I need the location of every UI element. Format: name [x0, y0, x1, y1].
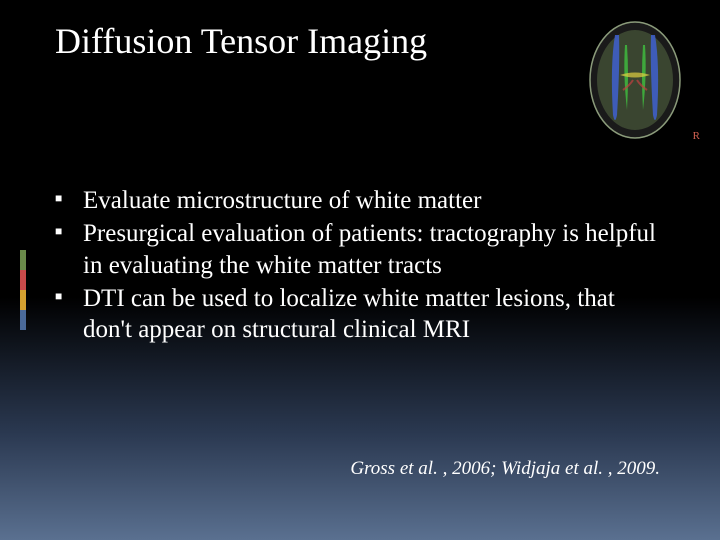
brain-tractography-icon — [575, 5, 695, 145]
bullet-item: DTI can be used to localize white matter… — [55, 283, 665, 346]
dti-brain-image — [575, 5, 695, 145]
accent-stripe — [20, 290, 26, 310]
bullet-item: Evaluate microstructure of white matter — [55, 185, 665, 216]
orientation-label-r: R — [693, 130, 700, 142]
citation-text: Gross et al. , 2006; Widjaja et al. , 20… — [350, 458, 660, 480]
bullet-item: Presurgical evaluation of patients: trac… — [55, 218, 665, 281]
accent-stripe — [20, 250, 26, 270]
accent-stripe — [20, 310, 26, 330]
slide-title: Diffusion Tensor Imaging — [55, 20, 427, 62]
accent-stripe — [20, 270, 26, 290]
bullet-list: Evaluate microstructure of white matter … — [55, 185, 665, 347]
accent-color-bar — [20, 250, 26, 330]
